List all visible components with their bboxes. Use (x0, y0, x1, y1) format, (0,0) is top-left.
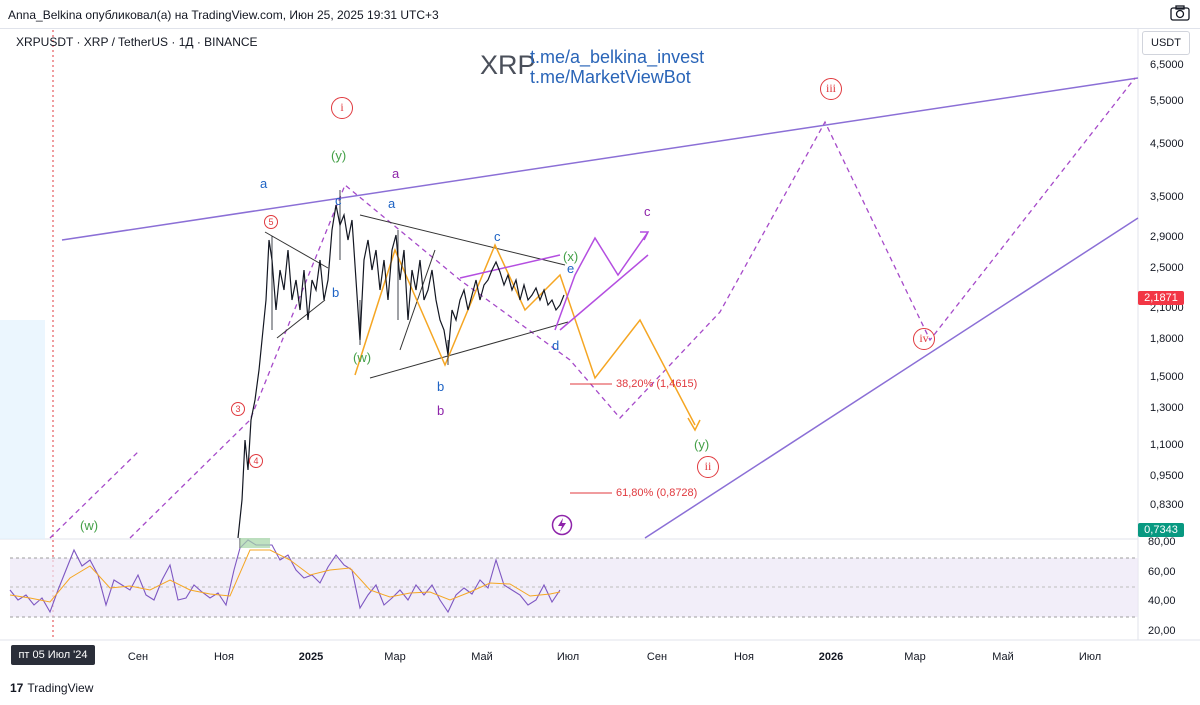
wave-label: b (332, 285, 340, 300)
fib-level-label: 38,20% (1,4615) (616, 378, 698, 390)
wave-label: (y) (694, 437, 710, 452)
low-price-label: 0,7343 (1138, 523, 1184, 537)
time-tick: Сен (127, 651, 149, 663)
price-tick: 3,5000 (1150, 191, 1184, 203)
wave-label-circled: iv (913, 328, 935, 350)
telegram-link-2[interactable]: t.me/MarketViewBot (530, 67, 691, 87)
wave-label-circled: iii (820, 78, 842, 100)
wave-label: c (644, 204, 651, 219)
price-tick: 2,9000 (1150, 231, 1184, 243)
time-tick: Мар (904, 651, 926, 663)
time-tick: Июл (556, 651, 580, 663)
wave-label: b (437, 403, 445, 418)
wave-label: (w) (80, 518, 99, 533)
telegram-link-1[interactable]: t.me/a_belkina_invest (530, 47, 705, 67)
rsi-tick: 80,00 (1148, 536, 1176, 548)
price-tick: 2,1000 (1150, 302, 1184, 314)
price-tick: 1,5000 (1150, 371, 1184, 383)
wave-label: (w) (353, 350, 372, 365)
time-tick: Сен (646, 651, 668, 663)
currency-button[interactable]: USDT (1142, 31, 1190, 55)
rsi-tick: 20,00 (1148, 625, 1176, 637)
time-tick: Ноя (213, 651, 235, 663)
time-tick: 2025 (298, 651, 324, 663)
price-tick: 1,1000 (1150, 439, 1184, 451)
price-tick: 2,5000 (1150, 262, 1184, 274)
price-tick: 5,5000 (1150, 95, 1184, 107)
wave-label: a (392, 166, 400, 181)
wave-label-small: 3 (231, 402, 245, 416)
time-tick: Мар (384, 651, 406, 663)
time-tick: Май (471, 651, 493, 663)
price-tick: 0,8300 (1150, 499, 1184, 511)
time-tick: Ноя (733, 651, 755, 663)
time-tick: Май (992, 651, 1014, 663)
wave-label: b (437, 379, 445, 394)
price-tick: 6,5000 (1150, 59, 1184, 71)
wave-label: (x) (563, 249, 579, 264)
brand-name: TradingView (27, 681, 94, 695)
wave-label-small: 4 (249, 454, 263, 468)
publisher-text: Anna_Belkina опубликовал(а) на TradingVi… (8, 8, 439, 22)
rsi-tick: 60,00 (1148, 566, 1176, 578)
wave-label: c (494, 229, 501, 244)
price-tick: 1,3000 (1150, 402, 1184, 414)
time-tick: 2026 (818, 651, 844, 663)
wave-label: c (335, 193, 342, 208)
wave-label-circled: ii (697, 456, 719, 478)
wave-label-circled: i (331, 97, 353, 119)
wave-label: a (388, 196, 396, 211)
rsi-tick: 40,00 (1148, 595, 1176, 607)
price-chart[interactable] (0, 29, 1200, 669)
wave-label: e (567, 261, 575, 276)
wave-label: d (552, 338, 560, 353)
watermark-symbol: XRP (480, 50, 536, 80)
rsi-signal-line (9, 549, 561, 603)
date-cursor-label: пт 05 Июл '24 (11, 645, 95, 665)
symbol-info[interactable]: XRPUSDT · XRP / TetherUS · 1Д · BINANCE (16, 35, 258, 49)
camera-icon[interactable] (1170, 5, 1190, 21)
tradingview-logo-icon: 17 (10, 681, 24, 695)
price-series (237, 204, 565, 539)
wave-label: a (260, 176, 268, 191)
price-tick: 1,8000 (1150, 333, 1184, 345)
price-tick: 0,9500 (1150, 470, 1184, 482)
wave-label-small: 5 (264, 215, 278, 229)
time-tick: Июл (1078, 651, 1102, 663)
lightning-icon[interactable] (551, 514, 573, 536)
tradingview-footer[interactable]: 17 TradingView (10, 681, 93, 695)
publisher-bar: Anna_Belkina опубликовал(а) на TradingVi… (0, 0, 1200, 29)
fib-level-label: 61,80% (0,8728) (616, 487, 698, 499)
wave-label: (y) (331, 148, 347, 163)
last-price-label: 2,1871 (1138, 291, 1184, 305)
price-tick: 4,5000 (1150, 138, 1184, 150)
